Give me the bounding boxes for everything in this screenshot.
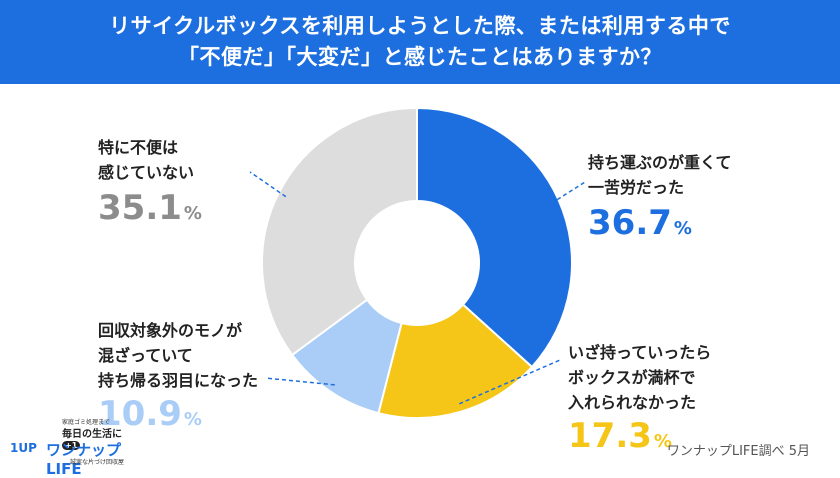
percent-value: 10.9 — [98, 394, 182, 434]
label-slice-full: いざ持っていったら ボックスが満杯で 入れられなかった 17.3% — [568, 340, 711, 461]
logo-subtitle: 毎日の生活に +1 — [62, 429, 122, 450]
label-text-line: 混ざっていて — [98, 346, 193, 365]
label-text-line: ボックスが満杯で — [568, 368, 696, 387]
logo-tagline: 家庭ゴミ処理まで — [62, 419, 111, 426]
logo-slogan: 誠実な片づけ回収屋 — [70, 459, 125, 466]
title-banner: リサイクルボックスを利用しようとした際、または利用する中で 「不便だ」「大変だ」… — [0, 0, 840, 84]
percent-value: 35.1 — [98, 188, 182, 228]
leader-line — [459, 359, 561, 405]
percent-unit: % — [653, 431, 672, 452]
brand-logo: 家庭ゴミ処理まで 毎日の生活に +1 1UP ワンナップLIFE 誠実な片づけ回… — [10, 417, 142, 478]
percent-value: 17.3 — [568, 416, 652, 456]
label-text-line: 持ち運ぶのが重くて — [588, 153, 732, 172]
leader-line — [249, 171, 287, 198]
donut-slice — [261, 106, 418, 357]
logo-badge: +1 — [62, 441, 81, 450]
donut-slice — [416, 106, 573, 369]
label-text-line: 特に不便は — [98, 138, 179, 157]
logo-1up-mark: 1UP — [10, 441, 37, 455]
percent-unit: % — [673, 218, 692, 239]
label-value: 36.7% — [588, 204, 732, 248]
label-text-line: 回収対象外のモノが — [98, 321, 243, 340]
leader-line — [264, 377, 335, 386]
label-value: 17.3% — [568, 417, 711, 461]
label-value: 35.1% — [98, 189, 202, 233]
title-line-1: リサイクルボックスを利用しようとした際、または利用する中で — [109, 14, 731, 38]
leader-lines — [249, 171, 586, 405]
label-value: 10.9% — [98, 395, 258, 439]
donut-slices — [261, 106, 573, 419]
label-text-line: 入れられなかった — [568, 393, 697, 412]
title-line-2: 「不便だ」「大変だ」と感じたことはありますか？ — [178, 45, 662, 69]
percent-value: 36.7 — [588, 203, 672, 243]
label-text-line: 一苦労だった — [588, 178, 685, 197]
percent-unit: % — [183, 203, 202, 224]
label-slice-no-problem: 特に不便は 感じていない 35.1% — [98, 135, 202, 233]
label-slice-excluded: 回収対象外のモノが 混ざっていて 持ち帰る羽目になった 10.9% — [98, 318, 258, 439]
percent-unit: % — [183, 409, 202, 430]
label-text-line: いざ持っていったら — [568, 343, 712, 362]
label-text-line: 感じていない — [98, 163, 195, 182]
source-credit: ワンナップLIFE調べ 5月 — [666, 444, 810, 459]
label-slice-heavy: 持ち運ぶのが重くて 一苦労だった 36.7% — [588, 150, 732, 248]
label-text-line: 持ち帰る羽目になった — [98, 371, 259, 390]
